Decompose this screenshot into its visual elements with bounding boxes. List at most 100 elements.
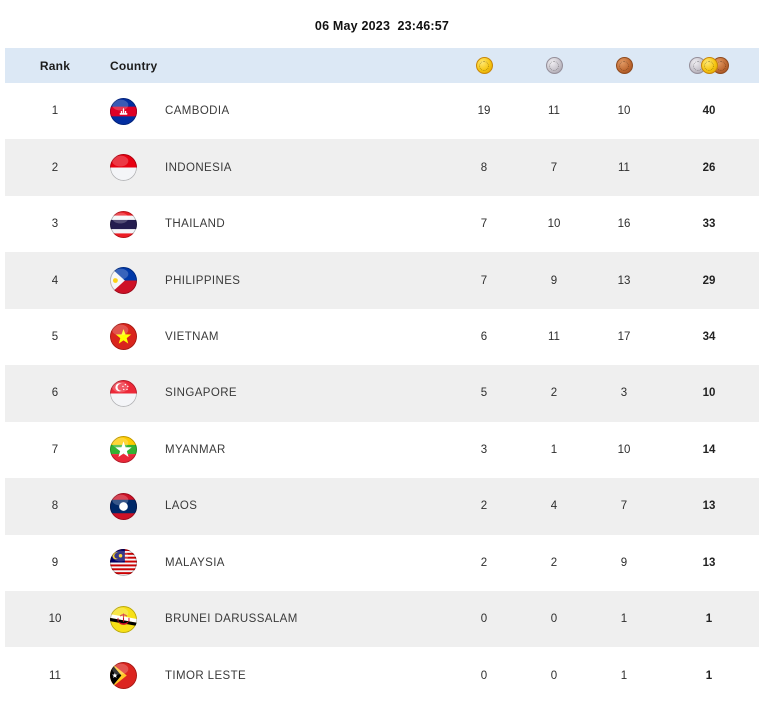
rank-value: 1: [51, 105, 59, 118]
table-row-vietnam[interactable]: 5 VIETNAM 6 11 17 34: [5, 308, 759, 366]
country-name: THAILAND: [165, 218, 226, 231]
bronze-count: 7: [620, 500, 628, 513]
bronze-column-header: [589, 57, 659, 74]
table-row-laos[interactable]: 8 LAOS 2 4 7 13: [5, 478, 759, 535]
total-column-header: [659, 57, 759, 75]
rank-value: 11: [49, 669, 61, 682]
all-medals-icon: [689, 57, 729, 75]
total-count: 1: [705, 669, 713, 682]
bronze-count: 13: [617, 274, 631, 287]
bronze-count: 17: [617, 330, 631, 343]
table-row-myanmar[interactable]: 7 MYANMAR 3 1 10 14: [5, 421, 759, 479]
country-cell: PHILIPPINES: [105, 267, 449, 295]
rank-value: 2: [51, 161, 59, 174]
table-header: Rank Country: [5, 48, 759, 83]
bronze-count: 10: [617, 443, 631, 456]
country-cell: VIETNAM: [105, 323, 449, 351]
gold-count: 19: [477, 105, 491, 118]
country-cell: TIMOR LESTE: [105, 662, 449, 690]
rank-column-header: Rank: [39, 58, 71, 73]
bn-flag-icon: [110, 605, 137, 633]
silver-count: 9: [550, 274, 558, 287]
total-count: 13: [702, 500, 716, 513]
table-row-timor-leste[interactable]: 11 TIMOR LESTE 0 0 1 1: [5, 647, 759, 704]
table-row-philippines[interactable]: 4 PHILIPPINES 7 9 13 29: [5, 252, 759, 309]
id-flag-icon: [110, 154, 137, 182]
table-row-malaysia[interactable]: 9 MALAYSIA 2 2 9 13: [5, 534, 759, 591]
bronze-count: 9: [620, 556, 628, 569]
country-name: MYANMAR: [165, 443, 226, 456]
rank-value: 10: [48, 613, 62, 626]
bronze-count: 3: [620, 387, 628, 400]
silver-count: 1: [550, 443, 558, 456]
medal-table-body: 1 CAMBODIA 19 11 10 40 2 INDONESIA 8 7 11 26 3 THAILA…: [5, 83, 759, 704]
gold-count: 2: [480, 500, 488, 513]
bronze-count: 11: [618, 161, 630, 174]
th-flag-icon: [110, 210, 137, 238]
timestamp: 06 May 2023 23:46:57: [314, 19, 450, 33]
country-name: BRUNEI DARUSSALAM: [165, 613, 298, 626]
table-row-indonesia[interactable]: 2 INDONESIA 8 7 11 26: [5, 139, 759, 196]
silver-count: 0: [550, 669, 558, 682]
silver-count: 0: [550, 613, 558, 626]
country-name: LAOS: [165, 500, 198, 513]
country-cell: BRUNEI DARUSSALAM: [105, 605, 449, 633]
silver-count: 11: [548, 105, 560, 118]
total-count: 13: [702, 556, 716, 569]
kh-flag-icon: [110, 97, 137, 125]
total-count: 14: [702, 443, 716, 456]
bronze-count: 16: [617, 218, 631, 231]
total-count: 10: [702, 387, 716, 400]
total-count: 33: [702, 218, 716, 231]
country-cell: THAILAND: [105, 210, 449, 238]
rank-value: 9: [51, 556, 59, 569]
la-flag-icon: [110, 492, 137, 520]
table-row-singapore[interactable]: 6 SINGAPORE 5 2 3 10: [5, 365, 759, 422]
country-name: PHILIPPINES: [165, 274, 241, 287]
country-name: CAMBODIA: [165, 105, 230, 118]
silver-count: 2: [550, 556, 558, 569]
rank-value: 3: [51, 218, 59, 231]
silver-count: 4: [550, 500, 558, 513]
gold-count: 7: [480, 274, 488, 287]
country-name: SINGAPORE: [165, 387, 237, 400]
bronze-count: 1: [620, 669, 628, 682]
total-count: 26: [702, 161, 716, 174]
silver-count: 7: [550, 161, 558, 174]
tl-flag-icon: [110, 662, 137, 690]
date-bar: 06 May 2023 23:46:57: [0, 0, 764, 48]
gold-count: 0: [480, 669, 488, 682]
country-cell: SINGAPORE: [105, 379, 449, 407]
gold-count: 6: [480, 330, 488, 343]
silver-medal-icon: [545, 57, 563, 74]
sg-flag-icon: [110, 379, 137, 407]
gold-count: 3: [480, 443, 488, 456]
gold-count: 2: [480, 556, 488, 569]
my-flag-icon: [110, 549, 137, 577]
rank-value: 5: [51, 330, 59, 343]
silver-count: 11: [548, 330, 560, 343]
mm-flag-icon: [110, 436, 137, 464]
silver-column-header: [519, 57, 589, 74]
bronze-medal-icon: [615, 57, 633, 74]
country-name: VIETNAM: [165, 330, 219, 343]
table-row-cambodia[interactable]: 1 CAMBODIA 19 11 10 40: [5, 83, 759, 140]
medal-table: Rank Country 1 CAMBODIA 19 11 10 40 2 INDONESIA…: [5, 48, 759, 704]
gold-medal-icon: [700, 57, 718, 74]
table-row-brunei-darussalam[interactable]: 10 BRUNEI DARUSSALAM 0 0 1 1: [5, 590, 759, 648]
country-cell: CAMBODIA: [105, 97, 449, 125]
table-row-thailand[interactable]: 3 THAILAND 7 10 16 33: [5, 195, 759, 253]
bronze-count: 10: [617, 105, 631, 118]
gold-count: 8: [480, 161, 488, 174]
gold-count: 5: [480, 387, 488, 400]
rank-value: 8: [51, 500, 59, 513]
gold-medal-icon: [475, 57, 493, 74]
total-count: 29: [702, 274, 716, 287]
country-name: TIMOR LESTE: [165, 669, 247, 682]
total-count: 40: [702, 105, 716, 118]
vn-flag-icon: [110, 323, 137, 351]
country-cell: MYANMAR: [105, 436, 449, 464]
country-column-header: Country: [110, 58, 158, 73]
country-cell: MALAYSIA: [105, 549, 449, 577]
bronze-count: 1: [620, 613, 628, 626]
